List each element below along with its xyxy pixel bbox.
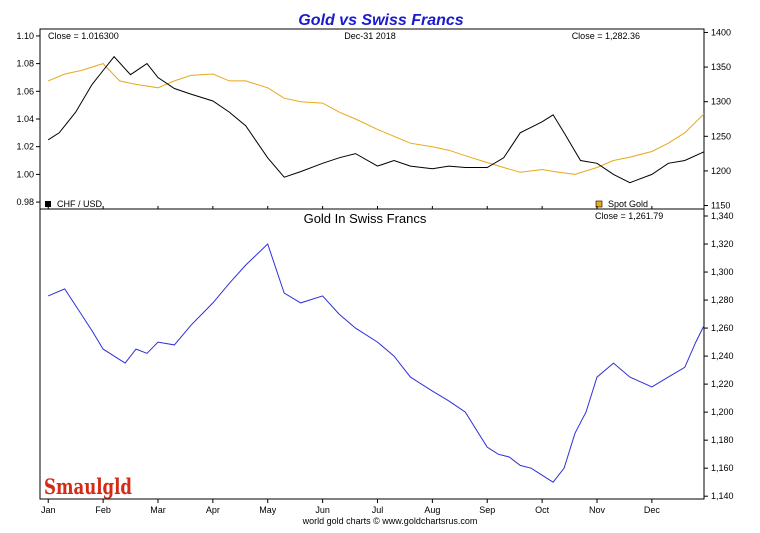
right-axis-tick-label: 1,220	[711, 379, 734, 389]
gold-in-chf-line	[48, 243, 705, 483]
right-axis-tick-label: 1,280	[711, 295, 734, 305]
right-axis-tick-label: 1,140	[711, 491, 734, 501]
right-axis-tick-label: 1350	[711, 62, 731, 72]
bottom-panel-title: Gold In Swiss Francs	[304, 211, 427, 226]
left-axis-tick-label: 1.02	[16, 142, 34, 152]
left-axis-tick-label: 1.08	[16, 59, 34, 69]
date-label: Dec-31 2018	[344, 31, 396, 41]
bottom-panel-frame	[39, 208, 705, 500]
chart-title: Gold vs Swiss Francs	[298, 12, 464, 29]
right-axis-tick-label: 1,240	[711, 351, 734, 361]
x-axis-tick-label: Sep	[479, 505, 495, 515]
gold-chf-close-label: Close = 1,261.79	[595, 211, 663, 221]
right-axis-tick-label: 1,320	[711, 239, 734, 249]
right-axis-tick-label: 1400	[711, 27, 731, 37]
right-axis-tick-label: 1,300	[711, 267, 734, 277]
legend-swatch-gold	[595, 200, 603, 208]
x-axis-tick-label: Jun	[315, 505, 330, 515]
x-axis-tick-label: May	[259, 505, 277, 515]
chf-close-label: Close = 1.016300	[48, 31, 119, 41]
left-axis-tick-label: 1.04	[16, 114, 34, 124]
left-axis-tick-label: 1.00	[16, 169, 34, 179]
x-axis-tick-label: Oct	[535, 505, 550, 515]
right-axis-tick-label: 1250	[711, 131, 731, 141]
axes-group: 1.10 1.08 1.06 1.04 1.02 1.00 0.98 1400 1350 1300…	[16, 27, 733, 515]
right-axis-tick-label: 1,160	[711, 463, 734, 473]
left-axis-tick-label: 1.06	[16, 86, 34, 96]
right-axis-tick-label: 1,180	[711, 435, 734, 445]
right-axis-tick-label: 1,200	[711, 407, 734, 417]
x-axis-tick-label: Jul	[372, 505, 384, 515]
smaulgld-logo: Smaulgld	[44, 474, 132, 499]
x-axis-tick-label: Dec	[644, 505, 661, 515]
left-axis-tick-label: 0.98	[16, 197, 34, 207]
x-axis-tick-label: Jan	[41, 505, 56, 515]
credit-text: world gold charts © www.goldchartsrus.co…	[302, 516, 478, 526]
right-axis-tick-label: 1150	[711, 201, 730, 211]
x-axis-tick-label: Nov	[589, 505, 606, 515]
top-panel-frame	[39, 28, 705, 210]
x-axis-tick-label: Mar	[150, 505, 166, 515]
spot-gold-line	[48, 63, 705, 175]
right-axis-tick-label: 1200	[711, 166, 731, 176]
legend-label-gold: Spot Gold	[608, 199, 648, 209]
right-axis-tick-label: 1300	[711, 97, 731, 107]
gold-close-label: Close = 1,282.36	[572, 31, 640, 41]
x-axis-tick-label: Aug	[424, 505, 440, 515]
x-axis-tick-label: Feb	[95, 505, 111, 515]
legend-swatch-chf	[45, 201, 51, 207]
x-axis-tick-label: Apr	[206, 505, 220, 515]
right-axis-tick-label: 1,340	[711, 211, 734, 221]
chf-usd-line	[47, 55, 705, 184]
legend-label-chf: CHF / USD	[57, 199, 103, 209]
left-axis-tick-label: 1.10	[16, 31, 34, 41]
right-axis-tick-label: 1,260	[711, 323, 734, 333]
